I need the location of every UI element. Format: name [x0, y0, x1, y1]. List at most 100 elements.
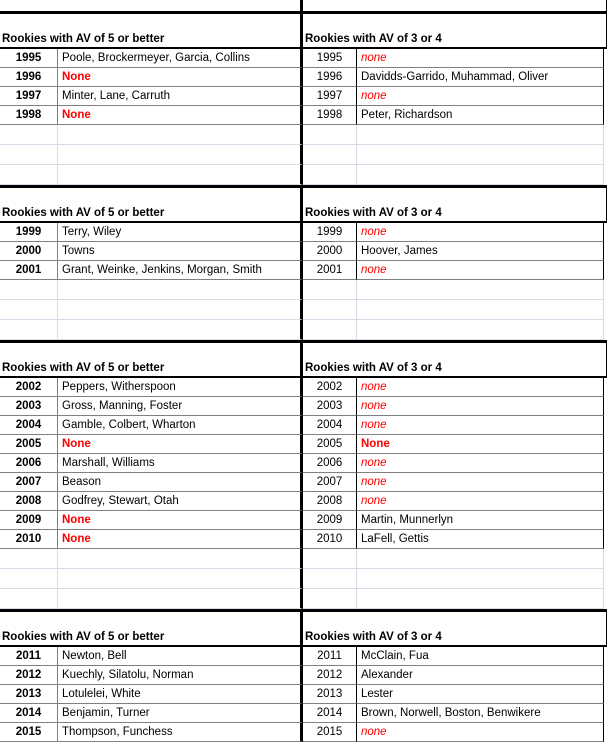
cell-players-left[interactable]: Beason [58, 473, 303, 492]
cell-players-left[interactable]: None [58, 68, 303, 87]
empty-cell-year-left[interactable] [0, 569, 58, 589]
cell-players-right[interactable]: Alexander [357, 666, 604, 685]
cell-players-left[interactable]: Thompson, Funchess [58, 723, 303, 742]
empty-cell-players-left[interactable] [58, 320, 303, 340]
cell-players-right[interactable]: Peter, Richardson [357, 106, 604, 125]
table-row[interactable]: 1998 None 1998 Peter, Richardson [0, 106, 607, 125]
cell-year-left[interactable]: 2013 [0, 685, 58, 704]
cell-players-right[interactable]: none [357, 473, 604, 492]
table-row[interactable]: 2010 None 2010 LaFell, Gettis [0, 530, 607, 549]
cell-year-right[interactable]: 1999 [303, 223, 357, 242]
cell-year-right[interactable]: 2001 [303, 261, 357, 280]
cell-players-right[interactable]: Lester [357, 685, 604, 704]
empty-cell-year-left[interactable] [0, 145, 58, 165]
empty-cell-year-left[interactable] [0, 320, 58, 340]
cell-players-right[interactable]: LaFell, Gettis [357, 530, 604, 549]
table-row[interactable]: 2009 None 2009 Martin, Munnerlyn [0, 511, 607, 530]
empty-cell-year-right[interactable] [303, 300, 357, 320]
cell-players-left[interactable]: Marshall, Williams [58, 454, 303, 473]
empty-cell-year-right[interactable] [303, 589, 357, 609]
cell-year-left[interactable]: 1996 [0, 68, 58, 87]
empty-row[interactable] [0, 589, 607, 609]
empty-cell-players-right[interactable] [357, 549, 604, 569]
table-row[interactable]: 1999 Terry, Wiley 1999 none [0, 223, 607, 242]
cell-players-right[interactable]: none [357, 223, 604, 242]
empty-cell-year-left[interactable] [0, 280, 58, 300]
empty-cell-year-left[interactable] [0, 300, 58, 320]
cell-players-left[interactable]: Gross, Manning, Foster [58, 397, 303, 416]
cell-players-left[interactable]: None [58, 435, 303, 454]
empty-cell-players-right[interactable] [357, 300, 604, 320]
cell-players-right[interactable]: Brown, Norwell, Boston, Benwikere [357, 704, 604, 723]
cell-year-left[interactable]: 2002 [0, 378, 58, 397]
cell-year-left[interactable]: 2003 [0, 397, 58, 416]
cell-players-right[interactable]: Martin, Munnerlyn [357, 511, 604, 530]
empty-cell-players-right[interactable] [357, 589, 604, 609]
cell-year-right[interactable]: 2012 [303, 666, 357, 685]
cell-players-right[interactable]: Davidds-Garrido, Muhammad, Oliver [357, 68, 604, 87]
empty-cell-players-left[interactable] [58, 280, 303, 300]
empty-cell-players-right[interactable] [357, 320, 604, 340]
table-row[interactable]: 2001 Grant, Weinke, Jenkins, Morgan, Smit… [0, 261, 607, 280]
empty-cell-year-left[interactable] [0, 125, 58, 145]
cell-year-right[interactable]: 1997 [303, 87, 357, 106]
cell-year-left[interactable]: 2010 [0, 530, 58, 549]
empty-row[interactable] [0, 569, 607, 589]
cell-players-left[interactable]: Benjamin, Turner [58, 704, 303, 723]
cell-players-right[interactable]: none [357, 492, 604, 511]
empty-cell-players-right[interactable] [357, 165, 604, 185]
empty-cell-players-left[interactable] [58, 549, 303, 569]
table-row[interactable]: 2007 Beason 2007 none [0, 473, 607, 492]
table-row[interactable]: 1995 Poole, Brockermeyer, Garcia, Collins… [0, 49, 607, 68]
table-row[interactable]: 2000 Towns 2000 Hoover, James [0, 242, 607, 261]
cell-year-right[interactable]: 2010 [303, 530, 357, 549]
cell-year-left[interactable]: 2004 [0, 416, 58, 435]
empty-cell-year-right[interactable] [303, 569, 357, 589]
table-row[interactable]: 2004 Gamble, Colbert, Wharton 2004 none [0, 416, 607, 435]
cell-players-right[interactable]: Hoover, James [357, 242, 604, 261]
cell-year-right[interactable]: 1996 [303, 68, 357, 87]
empty-cell-players-right[interactable] [357, 125, 604, 145]
cell-players-left[interactable]: Poole, Brockermeyer, Garcia, Collins [58, 49, 303, 68]
cell-players-left[interactable]: Lotulelei, White [58, 685, 303, 704]
empty-cell-year-left[interactable] [0, 165, 58, 185]
empty-cell-players-left[interactable] [58, 589, 303, 609]
cell-players-left[interactable]: None [58, 511, 303, 530]
table-row[interactable]: 2011 Newton, Bell 2011 McClain, Fua [0, 647, 607, 666]
cell-year-left[interactable]: 2008 [0, 492, 58, 511]
empty-cell-players-left[interactable] [58, 125, 303, 145]
cell-players-right[interactable]: none [357, 49, 604, 68]
cell-year-left[interactable]: 1995 [0, 49, 58, 68]
empty-cell-year-left[interactable] [0, 589, 58, 609]
table-row[interactable]: 2012 Kuechly, Silatolu, Norman 2012 Alexand… [0, 666, 607, 685]
cell-players-left[interactable]: Newton, Bell [58, 647, 303, 666]
table-row[interactable]: 1996 None 1996 Davidds-Garrido, Muhammad, O… [0, 68, 607, 87]
table-row[interactable]: 1997 Minter, Lane, Carruth 1997 none [0, 87, 607, 106]
cell-players-right[interactable]: none [357, 416, 604, 435]
cell-players-right[interactable]: none [357, 397, 604, 416]
empty-row[interactable] [0, 125, 607, 145]
cell-year-right[interactable]: 1998 [303, 106, 357, 125]
empty-cell-players-right[interactable] [357, 280, 604, 300]
cell-year-right[interactable]: 2004 [303, 416, 357, 435]
cell-year-left[interactable]: 2000 [0, 242, 58, 261]
empty-row[interactable] [0, 145, 607, 165]
table-row[interactable]: 2006 Marshall, Williams 2006 none [0, 454, 607, 473]
cell-players-right[interactable]: None [357, 435, 604, 454]
cell-year-left[interactable]: 2009 [0, 511, 58, 530]
cell-players-right[interactable]: none [357, 454, 604, 473]
cell-year-right[interactable]: 2014 [303, 704, 357, 723]
empty-cell-year-right[interactable] [303, 280, 357, 300]
cell-players-left[interactable]: Gamble, Colbert, Wharton [58, 416, 303, 435]
empty-cell-players-left[interactable] [58, 300, 303, 320]
table-row[interactable]: 2015 Thompson, Funchess 2015 none [0, 723, 607, 742]
cell-year-right[interactable]: 2015 [303, 723, 357, 742]
table-row[interactable]: 2005 None 2005 None [0, 435, 607, 454]
cell-players-left[interactable]: None [58, 530, 303, 549]
table-row[interactable]: 2008 Godfrey, Stewart, Otah 2008 none [0, 492, 607, 511]
cell-players-right[interactable]: McClain, Fua [357, 647, 604, 666]
empty-cell-year-right[interactable] [303, 145, 357, 165]
empty-cell-year-left[interactable] [0, 549, 58, 569]
cell-year-left[interactable]: 2007 [0, 473, 58, 492]
cell-year-right[interactable]: 2003 [303, 397, 357, 416]
